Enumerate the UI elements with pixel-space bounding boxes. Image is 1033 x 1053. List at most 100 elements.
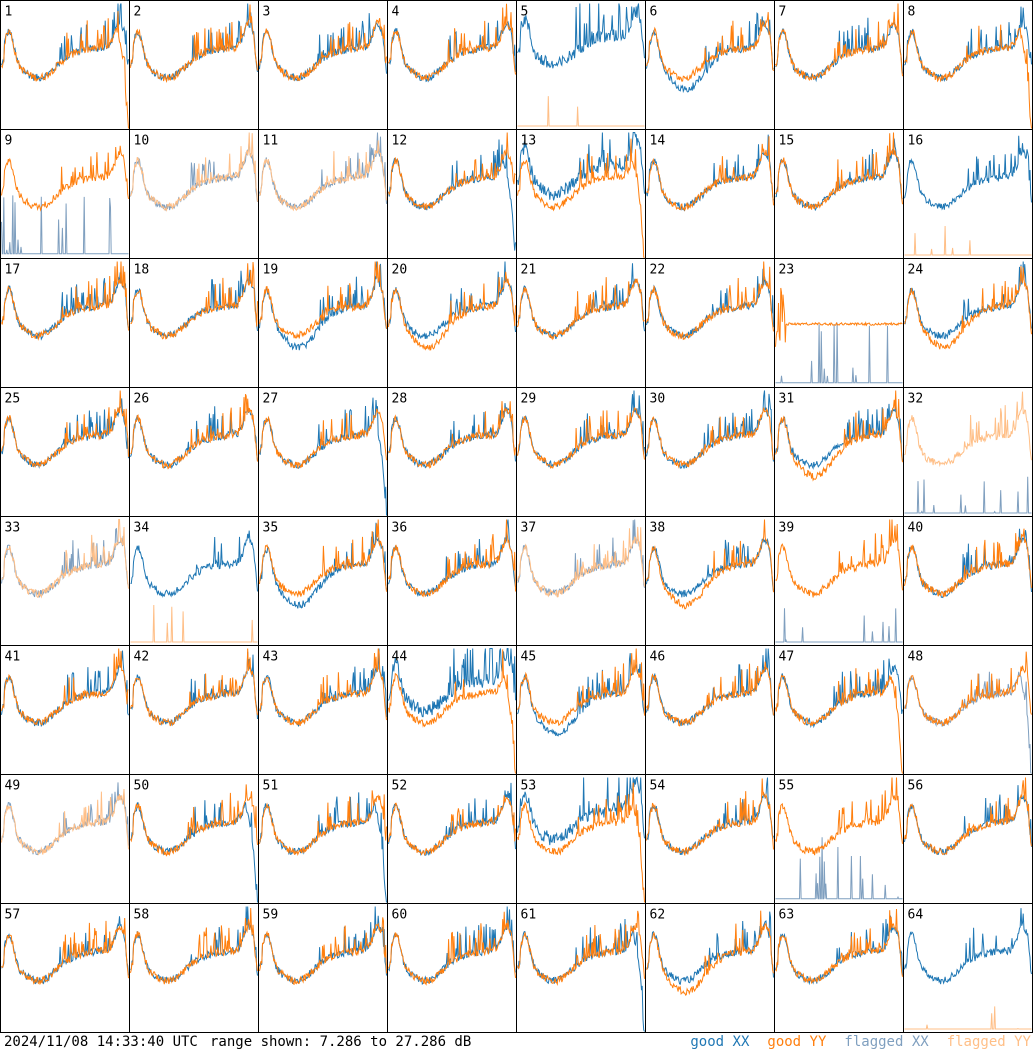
tile-4: 4: [387, 0, 517, 130]
legend-good-yy: good YY: [767, 1034, 827, 1050]
tile-frame: [903, 129, 1033, 259]
xx-series: [259, 13, 387, 82]
tile-34: 34: [129, 516, 259, 646]
yy-series: [517, 910, 645, 987]
yy-series: [259, 408, 387, 469]
yy-series: [130, 604, 258, 643]
tile-label: 15: [779, 134, 795, 149]
tile-frame: [258, 645, 388, 775]
yy-series: [646, 778, 774, 856]
yy-series: [904, 24, 1032, 129]
xx-series: [130, 800, 258, 903]
tile-56: 56: [903, 774, 1033, 904]
tile-41: 41: [0, 645, 130, 775]
tile-label: 2: [134, 5, 142, 20]
tile-frame: [774, 0, 904, 130]
yy-series: [904, 225, 1032, 256]
tile-9: 9: [0, 129, 130, 259]
tile-label: 52: [392, 779, 408, 794]
tile-21: 21: [516, 258, 646, 388]
tile-frame: [645, 387, 775, 517]
tile-23: 23: [774, 258, 904, 388]
tile-frame: [258, 903, 388, 1033]
tile-frame: [258, 129, 388, 259]
yy-series: [646, 136, 774, 212]
legend: good XX good YY flagged XX flagged YY: [672, 1034, 1031, 1050]
tile-26: 26: [129, 387, 259, 517]
tile-label: 23: [779, 263, 795, 278]
tile-45: 45: [516, 645, 646, 775]
tile-label: 22: [650, 263, 666, 278]
xx-series: [904, 476, 1032, 514]
yy-series: [904, 391, 1032, 468]
yy-series: [1, 917, 129, 985]
tile-frame: [387, 129, 517, 259]
yy-series: [388, 911, 516, 986]
tile-59: 59: [258, 903, 388, 1033]
tile-frame: [387, 0, 517, 130]
tile-frame: [903, 0, 1033, 130]
tile-57: 57: [0, 903, 130, 1033]
tile-frame: [0, 258, 130, 388]
footer: 2024/11/08 14:33:40 UTC range shown: 7.2…: [0, 1033, 1033, 1053]
tile-label: 13: [521, 134, 537, 149]
legend-flagged-yy: flagged YY: [946, 1034, 1031, 1050]
tile-label: 12: [392, 134, 408, 149]
tile-frame: [774, 903, 904, 1033]
tile-17: 17: [0, 258, 130, 388]
tile-48: 48: [903, 645, 1033, 775]
tile-label: 21: [521, 263, 537, 278]
tile-16: 16: [903, 129, 1033, 259]
tile-label: 44: [392, 650, 408, 665]
xx-series: [388, 519, 516, 598]
tile-54: 54: [645, 774, 775, 904]
tile-frame: [0, 129, 130, 259]
xx-series: [1, 195, 129, 255]
tile-frame: [903, 387, 1033, 517]
tile-label: 61: [521, 908, 537, 923]
range-label: range shown: 7.286 to 27.286 dB: [210, 1034, 472, 1050]
tile-label: 63: [779, 908, 795, 923]
yy-series: [130, 394, 258, 470]
xx-series: [646, 911, 774, 985]
xx-series: [775, 608, 903, 643]
tile-52: 52: [387, 774, 517, 904]
tile-30: 30: [645, 387, 775, 517]
tile-label: 46: [650, 650, 666, 665]
tile-label: 6: [650, 5, 658, 20]
yy-series: [1, 390, 129, 468]
tile-11: 11: [258, 129, 388, 259]
tile-55: 55: [774, 774, 904, 904]
timestamp: 2024/11/08 14:33:40 UTC: [4, 1034, 198, 1050]
xx-series: [904, 908, 1032, 985]
xx-series: [517, 776, 645, 846]
tile-frame: [516, 903, 646, 1033]
tile-35: 35: [258, 516, 388, 646]
yy-series: [904, 528, 1032, 598]
yy-series: [775, 132, 903, 210]
tile-label: 32: [908, 392, 924, 407]
tile-frame: [903, 774, 1033, 904]
yy-series: [130, 784, 258, 857]
yy-series: [259, 790, 387, 857]
tile-39: 39: [774, 516, 904, 646]
tile-label: 4: [392, 5, 400, 20]
tile-25: 25: [0, 387, 130, 517]
yy-series: [775, 777, 903, 856]
yy-series: [1, 261, 129, 341]
tile-frame: [774, 129, 904, 259]
tile-frame: [129, 387, 259, 517]
yy-series: [388, 401, 516, 469]
xx-series: [388, 648, 516, 718]
tile-label: 10: [134, 134, 150, 149]
yy-series: [259, 648, 387, 726]
xx-series: [259, 522, 387, 609]
tile-label: 64: [908, 908, 924, 923]
tile-label: 57: [5, 908, 21, 923]
tile-label: 36: [392, 521, 408, 536]
yy-series: [775, 908, 903, 985]
tile-label: 54: [650, 779, 666, 794]
tile-27: 27: [258, 387, 388, 517]
tile-22: 22: [645, 258, 775, 388]
